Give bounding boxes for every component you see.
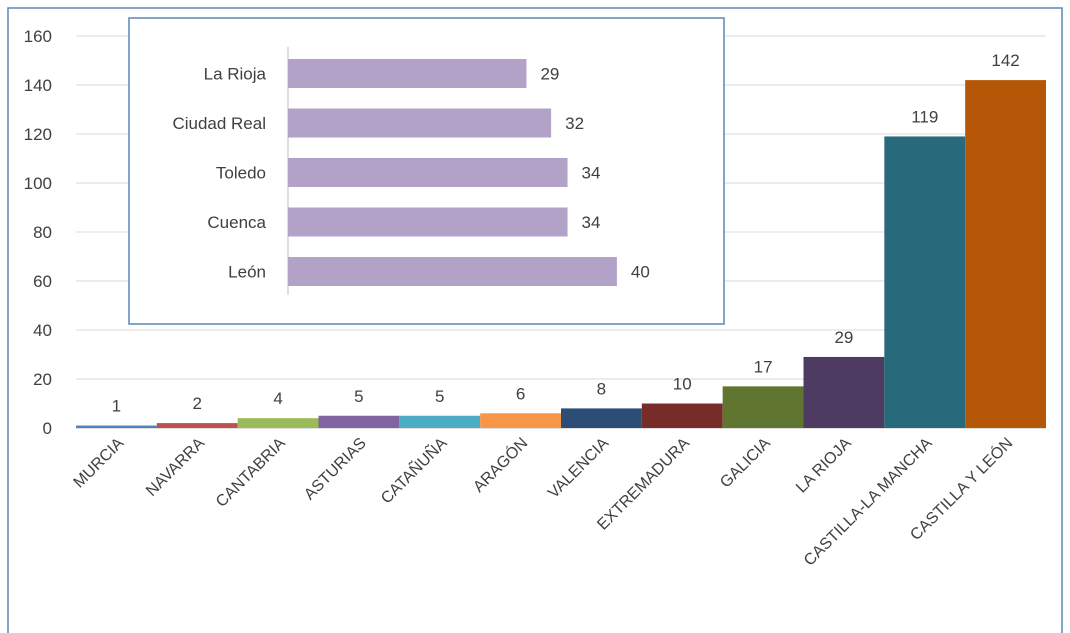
bar (641, 403, 723, 428)
bar-value-label: 29 (834, 328, 853, 347)
bar (76, 425, 157, 428)
inset-bar-value-label: 34 (582, 213, 601, 232)
bar-value-label: 2 (193, 394, 202, 413)
inset-category-label: León (228, 263, 266, 282)
bar-value-label: 5 (354, 387, 363, 406)
y-tick-label: 140 (24, 76, 52, 95)
x-tick-label: CANTABRIA (213, 435, 289, 511)
inset-category-label: Ciudad Real (172, 114, 266, 133)
bar-value-label: 142 (991, 51, 1019, 70)
bar-value-label: 1 (112, 397, 121, 416)
bar-value-label: 5 (435, 387, 444, 406)
inset-bar (288, 257, 617, 286)
main-chart-data-labels: 1 2 4 5 5 6 8 10 17 29 119 142 (112, 51, 1020, 415)
inset-chart-labels: 29 La Rioja 32 Ciudad Real 34 Toledo 34 Cuenca 4… (172, 65, 649, 282)
chart-border (7, 7, 1063, 633)
y-tick-label: 100 (24, 174, 52, 193)
x-tick-label: CASTILLA-LA MANCHA (801, 435, 936, 570)
y-tick-label: 20 (33, 370, 52, 389)
inset-bar (288, 59, 527, 88)
inset-bar (288, 207, 568, 237)
x-tick-label: LA RIOJA (793, 435, 855, 497)
bar (803, 356, 885, 428)
y-tick-label: 80 (33, 223, 52, 242)
bar (318, 415, 400, 428)
inset-bar-value-label: 29 (540, 65, 559, 84)
main-chart-y-axis: 0 20 40 60 80 100 120 140 160 (24, 27, 52, 438)
bar-value-label: 10 (673, 375, 692, 394)
bar (965, 80, 1046, 428)
x-tick-label: ASTURIAS (301, 435, 370, 504)
main-chart-x-axis: MURCIA NAVARRA CANTABRIA ASTURIAS CATAÑUÑA AR… (71, 432, 1017, 569)
x-tick-label: MURCIA (71, 435, 128, 492)
main-chart-bars (76, 80, 1046, 428)
inset-category-label: La Rioja (204, 65, 267, 84)
x-tick-label: NAVARRA (143, 435, 208, 500)
inset-category-label: Toledo (216, 164, 266, 183)
inset-bar (288, 108, 552, 138)
bar (156, 423, 238, 428)
bar-value-label: 17 (754, 357, 773, 376)
inset-chart: 29 La Rioja 32 Ciudad Real 34 Toledo 34 Cuenca 4… (128, 17, 725, 325)
y-tick-label: 160 (24, 27, 52, 46)
inset-chart-bars (288, 59, 617, 286)
bar (884, 136, 966, 428)
x-tick-label: ARAGÓN (469, 433, 531, 495)
y-tick-label: 120 (24, 125, 52, 144)
bar (237, 418, 319, 428)
bar-value-label: 6 (516, 384, 525, 403)
bar-value-label: 119 (911, 107, 938, 126)
bar (561, 408, 642, 428)
x-tick-label: VALENCIA (545, 435, 612, 502)
inset-bar (288, 158, 568, 187)
x-tick-label: GALICIA (717, 435, 774, 492)
inset-bar-value-label: 34 (582, 164, 601, 183)
y-tick-label: 60 (33, 272, 52, 291)
inset-bar-value-label: 32 (565, 114, 584, 133)
inset-bar-value-label: 40 (631, 263, 650, 282)
y-tick-label: 40 (33, 321, 52, 340)
bar (399, 415, 481, 428)
x-tick-label: CATAÑUÑA (376, 432, 451, 507)
bar-value-label: 4 (273, 389, 282, 408)
inset-category-label: Cuenca (207, 213, 266, 232)
bar (722, 386, 804, 428)
y-tick-label: 0 (43, 419, 52, 438)
bar (480, 413, 561, 428)
bar-value-label: 8 (597, 379, 606, 398)
